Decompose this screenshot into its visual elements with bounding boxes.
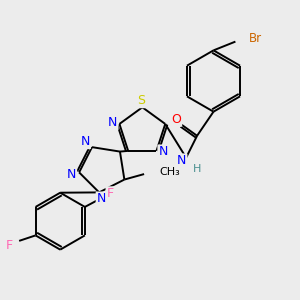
Text: CH₃: CH₃ — [159, 167, 180, 177]
Text: N: N — [177, 154, 186, 167]
Text: F: F — [6, 239, 13, 252]
Text: S: S — [137, 94, 145, 107]
Text: Br: Br — [248, 32, 262, 45]
Text: F: F — [106, 187, 114, 200]
Text: O: O — [171, 113, 181, 126]
Text: N: N — [67, 168, 76, 181]
Text: N: N — [97, 193, 106, 206]
Text: N: N — [158, 146, 168, 158]
Text: N: N — [81, 135, 90, 148]
Text: H: H — [193, 164, 201, 174]
Text: N: N — [108, 116, 118, 129]
